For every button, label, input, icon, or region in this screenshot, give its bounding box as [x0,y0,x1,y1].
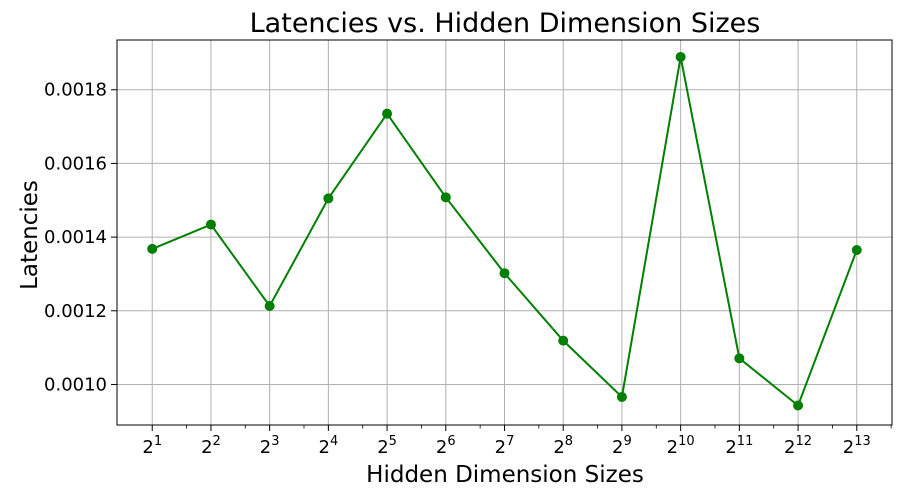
x-tick-label: 25 [377,434,397,458]
data-point [851,245,862,255]
y-tick-label: 0.0010 [44,374,107,395]
x-tick-label: 22 [201,434,221,458]
series-layer [147,51,862,411]
y-tick-label: 0.0016 [44,153,107,174]
y-tick-label: 0.0014 [44,227,107,248]
grid-lines [117,40,892,425]
x-tick-label: 212 [784,434,812,458]
x-tick-label: 213 [843,434,871,458]
x-tick-label: 29 [612,434,632,458]
x-minor-ticks [186,425,892,429]
x-tick-label: 23 [260,434,280,458]
y-axis-label: Latencies [17,180,43,290]
data-point [147,243,158,254]
x-tick-label: 211 [725,434,753,458]
data-point [205,219,216,230]
y-tick-label: 0.0018 [44,80,107,101]
x-axis-label: Hidden Dimension Sizes [366,462,644,488]
data-point [382,108,393,119]
x-axis-ticks: 21 22 23 24 25 26 27 28 29 210 211 212 213 [142,425,871,458]
x-tick-label: 24 [318,434,338,458]
data-point [793,400,804,411]
data-point [264,301,275,311]
x-tick-label: 21 [142,434,162,458]
data-point [440,192,451,203]
y-tick-label: 0.0012 [44,301,107,322]
data-point [558,335,569,346]
x-tick-label: 27 [495,434,515,458]
x-tick-label: 26 [436,434,456,458]
y-axis-ticks: 0.0010 0.0012 0.0014 0.0016 0.0018 [44,80,117,395]
data-point [675,51,686,62]
chart-title: Latencies vs. Hidden Dimension Sizes [250,8,761,39]
data-point [734,353,745,364]
x-tick-label: 210 [667,434,695,458]
data-point [616,392,627,402]
data-point [499,268,510,279]
data-point [323,193,334,204]
x-tick-label: 28 [553,434,573,458]
